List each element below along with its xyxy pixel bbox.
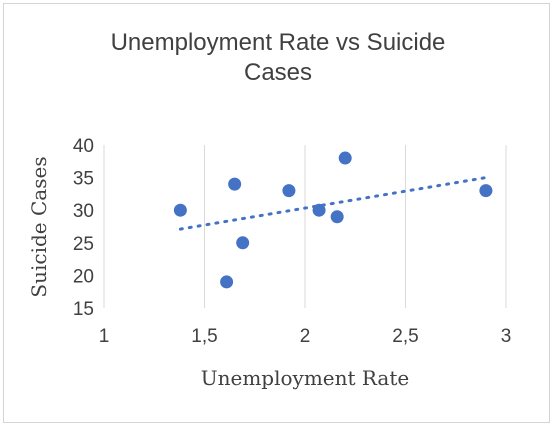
data-point bbox=[220, 275, 234, 289]
y-tick-label: 30 bbox=[73, 201, 94, 222]
x-axis-title: Unemployment Rate bbox=[201, 366, 409, 390]
x-axis-ticks: 1 1,5 2 2,5 3 bbox=[99, 326, 512, 347]
chart-frame bbox=[3, 3, 550, 423]
data-point bbox=[228, 177, 242, 191]
data-point bbox=[236, 236, 250, 250]
y-axis-ticks: 15 20 25 30 35 40 bbox=[73, 136, 94, 320]
y-axis-title: Suicide Cases bbox=[27, 156, 51, 297]
y-tick-label: 35 bbox=[73, 169, 94, 190]
data-point bbox=[312, 203, 326, 217]
y-tick-label: 25 bbox=[73, 234, 94, 255]
data-point bbox=[338, 151, 352, 165]
x-tick-label: 2,5 bbox=[392, 326, 418, 347]
chart-title-line-1: Unemployment Rate vs Suicide bbox=[111, 29, 446, 56]
x-tick-label: 1 bbox=[99, 326, 110, 347]
trendline-path bbox=[178, 176, 488, 231]
data-point bbox=[282, 184, 296, 198]
y-tick-label: 40 bbox=[73, 136, 94, 157]
x-tick-label: 3 bbox=[501, 326, 512, 347]
chart-title-line-2: Cases bbox=[244, 59, 312, 86]
data-points bbox=[173, 151, 493, 289]
y-tick-label: 15 bbox=[73, 299, 94, 320]
grid-lines bbox=[103, 145, 507, 308]
data-point bbox=[173, 203, 187, 217]
y-tick-label: 20 bbox=[73, 266, 94, 287]
data-point bbox=[479, 184, 493, 198]
x-tick-label: 2 bbox=[300, 326, 311, 347]
data-point bbox=[330, 210, 344, 224]
x-tick-label: 1,5 bbox=[191, 326, 217, 347]
trendline bbox=[178, 176, 488, 231]
